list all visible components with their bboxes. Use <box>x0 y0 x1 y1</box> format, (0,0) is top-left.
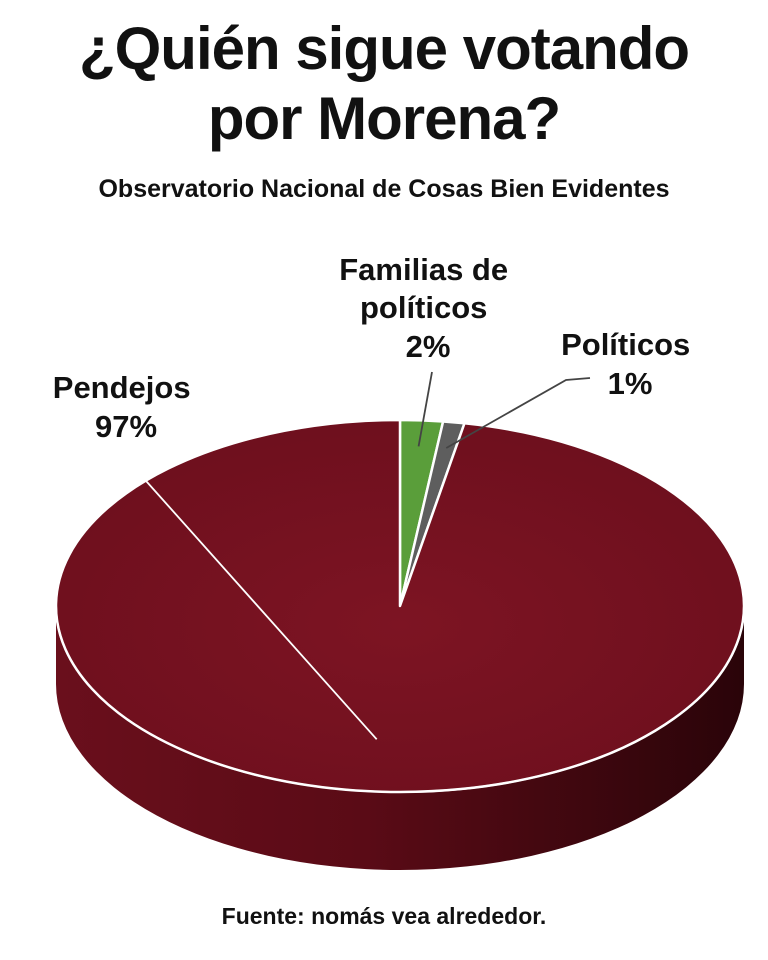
label-familias: Familias de políticos 2% <box>339 252 516 364</box>
source-note: Fuente: nomás vea alrededor. <box>221 903 547 929</box>
chart-title-line-1: ¿Quién sigue votando <box>78 15 690 82</box>
leader-line-1 <box>417 371 433 447</box>
label-pendejos: Pendejos 97% <box>53 370 199 444</box>
pie-top <box>54 418 746 794</box>
pie-slice-3 <box>54 418 746 794</box>
leader-line-2 <box>445 377 591 449</box>
label-pendejos-value: 97% <box>95 409 157 444</box>
pie-side <box>56 606 744 870</box>
label-politicos: Políticos 1% <box>561 327 699 401</box>
pie-side-wall <box>56 606 744 870</box>
leader-line-3 <box>121 453 378 740</box>
label-pendejos-name: Pendejos <box>53 370 191 405</box>
label-familias-value: 2% <box>406 329 451 364</box>
chart-subtitle: Observatorio Nacional de Cosas Bien Evid… <box>98 175 670 203</box>
chart-title-line-2: por Morena? <box>207 85 561 152</box>
chart-title: ¿Quién sigue votando por Morena? <box>0 14 768 154</box>
label-politicos-value: 1% <box>608 366 653 401</box>
label-politicos-name: Políticos <box>561 327 690 362</box>
label-familias-name-2: políticos <box>360 290 487 325</box>
pie-rim-highlight <box>55 605 745 793</box>
label-leaders <box>121 371 591 740</box>
label-familias-name-1: Familias de <box>339 252 508 287</box>
